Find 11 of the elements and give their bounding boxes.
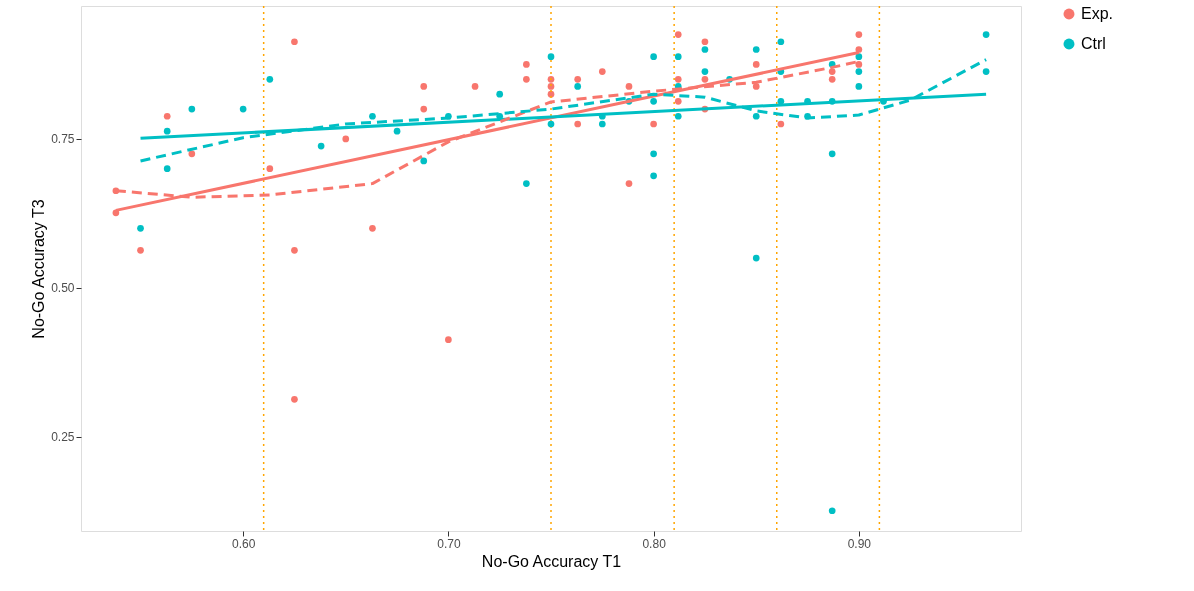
x-tick-label: 0.70 <box>437 536 461 551</box>
y-tick-label: 0.75 <box>51 132 75 147</box>
legend-label: Exp. <box>1081 5 1114 22</box>
y-tick-label: 0.25 <box>51 430 75 445</box>
x-tick-label: 0.90 <box>847 536 872 551</box>
x-tick-label: 0.60 <box>231 536 256 551</box>
y-axis-title: No-Go Accuracy T3 <box>30 199 48 339</box>
x-axis-title: No-Go Accuracy T1 <box>481 552 622 570</box>
x-tick-label: 0.80 <box>642 536 667 551</box>
y-tick-label: 0.50 <box>51 281 75 296</box>
legend-label: Ctrl <box>1081 35 1106 52</box>
